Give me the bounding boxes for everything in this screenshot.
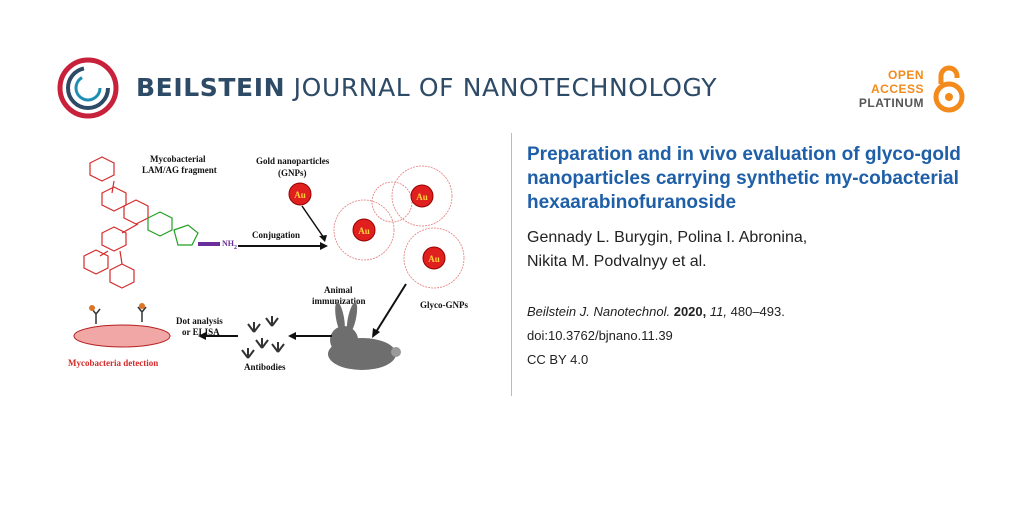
animal-label-2: immunization xyxy=(312,296,366,306)
doi-link[interactable]: doi:10.3762/bjnano.11.39 xyxy=(527,328,673,343)
rabbit-icon xyxy=(328,302,401,370)
journal-logo-icon xyxy=(57,57,119,119)
svg-text:NH2: NH2 xyxy=(222,239,237,251)
authors-line-1: Gennady L. Burygin, Polina I. Abronina, xyxy=(527,229,808,246)
open-lock-icon xyxy=(933,65,965,113)
antibodies-label: Antibodies xyxy=(244,362,286,372)
sugar-structure-icon xyxy=(83,156,149,289)
article-title[interactable]: Preparation and in vivo evaluation of gl… xyxy=(527,144,961,213)
journal-abbrev: Beilstein J. Nanotechnol. xyxy=(527,304,671,319)
detection-plate-icon xyxy=(73,324,171,348)
citation-volume: 11, xyxy=(709,304,727,319)
antibody-icon xyxy=(241,316,285,359)
oa-open-label: OPEN xyxy=(887,68,924,82)
linker-bar xyxy=(198,242,220,246)
glyco-gnps-label: Glyco-GNPs xyxy=(420,300,468,310)
svg-text:Au: Au xyxy=(428,254,440,264)
dot-analysis-label-1: Dot analysis xyxy=(176,316,223,326)
oa-platinum-label: PLATINUM xyxy=(858,96,924,110)
animal-label-1: Animal xyxy=(324,285,353,295)
gnp-label-1: Gold nanoparticles xyxy=(256,156,330,166)
citation: Beilstein J. Nanotechnol. 2020, 11, 480–… xyxy=(527,304,997,319)
detection-label: Mycobacteria detection xyxy=(68,358,158,368)
journal-header: BEILSTEIN JOURNAL OF NANOTECHNOLOGY OPEN… xyxy=(56,56,976,120)
glyco-gnp-cluster-icon xyxy=(333,165,465,289)
citation-pages: 480–493. xyxy=(730,304,785,319)
svg-text:Au: Au xyxy=(294,190,306,200)
authors-line-2: Nikita M. Podvalnyy et al. xyxy=(527,253,707,270)
graphical-abstract: NH2 Mycobacterial LAM/AG fragment Gold n… xyxy=(68,154,468,372)
open-access-badge: OPEN ACCESS PLATINUM xyxy=(848,64,968,114)
gold-nanoparticle-icon xyxy=(288,182,312,206)
divider xyxy=(511,133,512,396)
conjugation-label: Conjugation xyxy=(252,230,300,240)
svg-text:Au: Au xyxy=(416,192,428,202)
svg-text:Au: Au xyxy=(358,226,370,236)
license[interactable]: CC BY 4.0 xyxy=(527,352,589,367)
authors: Gennady L. Burygin, Polina I. Abronina, … xyxy=(527,226,997,274)
oa-access-label: ACCESS xyxy=(870,82,924,96)
fragment-label-2: LAM/AG fragment xyxy=(142,165,217,175)
article-info: Preparation and in vivo evaluation of gl… xyxy=(527,143,997,367)
dot-analysis-label-2: or ELISA xyxy=(182,327,220,337)
gnp-label-2: (GNPs) xyxy=(278,168,307,178)
citation-year: 2020, xyxy=(673,304,707,319)
journal-name: BEILSTEIN JOURNAL OF NANOTECHNOLOGY xyxy=(136,73,718,102)
fragment-label-1: Mycobacterial xyxy=(150,154,206,164)
